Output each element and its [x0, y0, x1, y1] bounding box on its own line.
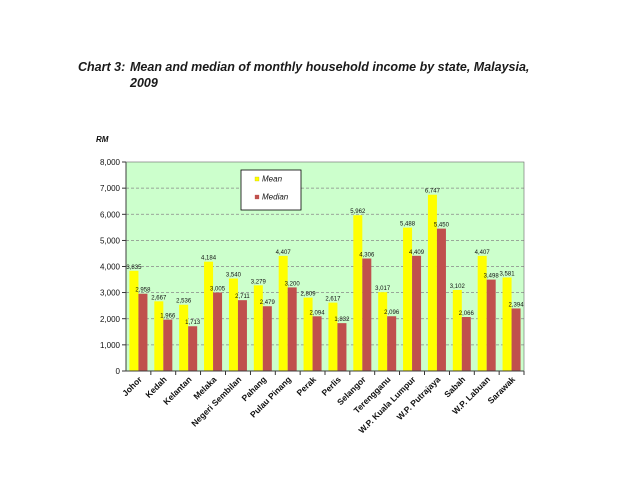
y-tick-label: 5,000 — [100, 236, 121, 245]
bar-mean — [378, 292, 388, 371]
bars — [129, 194, 521, 371]
bar-median — [461, 317, 471, 371]
data-label-median: 1,713 — [185, 320, 201, 326]
data-label-median: 3,498 — [484, 274, 500, 280]
legend-swatch-median — [254, 194, 260, 200]
legend-swatch-mean — [254, 176, 260, 182]
bar-median — [511, 308, 521, 371]
bar-median — [387, 316, 397, 371]
bar-mean — [253, 285, 263, 371]
y-tick-label: 0 — [116, 367, 121, 376]
bar-median — [312, 316, 322, 371]
bar-median — [262, 306, 272, 371]
x-tick-label: Sarawak — [486, 374, 518, 406]
bar-mean — [154, 301, 164, 371]
data-label-mean: 3,279 — [251, 279, 267, 285]
bar-median — [337, 323, 347, 371]
data-label-median: 1,832 — [334, 317, 350, 323]
y-tick-label: 6,000 — [100, 210, 121, 219]
bar-median — [287, 287, 297, 371]
data-label-median: 2,094 — [310, 310, 326, 316]
chart-number: Chart 3: — [78, 60, 126, 74]
data-label-mean: 3,581 — [500, 271, 516, 277]
data-label-median: 3,200 — [285, 281, 301, 287]
x-tick-label: W.P. Putrajaya — [395, 374, 443, 422]
data-label-mean: 5,962 — [350, 209, 366, 215]
legend-label-mean: Mean — [262, 175, 283, 184]
legend-label-median: Median — [262, 193, 289, 202]
bar-mean — [129, 270, 139, 371]
bar-median — [188, 326, 198, 371]
bar-mean — [328, 302, 338, 371]
bar-mean — [403, 227, 413, 371]
data-label-median: 2,394 — [509, 302, 525, 308]
y-tick-label: 3,000 — [100, 289, 121, 298]
data-label-mean: 3,835 — [126, 265, 142, 271]
y-tick-label: 4,000 — [100, 263, 121, 272]
data-label-median: 2,711 — [235, 294, 250, 300]
bar-mean — [477, 255, 487, 371]
data-label-mean: 3,540 — [226, 273, 242, 279]
y-tick-label: 7,000 — [100, 184, 121, 193]
bar-mean — [427, 194, 437, 371]
y-tick-label: 8,000 — [100, 158, 121, 167]
y-axis-ticks: 0 1,000 2,000 3,000 4,000 5,000 6,000 7,000 8,00… — [100, 158, 126, 376]
axes — [125, 161, 525, 372]
data-label-mean: 4,407 — [276, 250, 292, 256]
data-label-median: 5,450 — [434, 223, 450, 229]
chart-title: Chart 3: Mean and median of monthly house… — [78, 59, 529, 91]
bar-mean — [303, 297, 313, 371]
data-label-mean: 4,184 — [201, 256, 217, 262]
plot-border — [125, 161, 525, 372]
bar-mean — [278, 255, 288, 371]
bar-mean — [452, 289, 462, 371]
legend-box — [240, 169, 302, 211]
chart-title-line1: Mean and median of monthly household inc… — [130, 60, 530, 74]
bar-mean — [502, 277, 512, 371]
bar-mean — [353, 215, 363, 371]
chart-title-line2: 2009 — [130, 76, 158, 90]
data-label-median: 2,096 — [384, 310, 400, 316]
x-tick-label: Perak — [295, 374, 319, 398]
bar-median — [138, 293, 148, 371]
data-label-mean: 4,407 — [475, 250, 491, 256]
y-axis-label: RM — [96, 135, 109, 144]
data-label-mean: 2,809 — [301, 292, 317, 298]
data-label-mean: 2,667 — [151, 295, 167, 301]
data-label-mean: 3,102 — [450, 284, 466, 290]
bar-mean — [204, 261, 214, 371]
data-label-median: 2,958 — [135, 288, 151, 294]
bar-median — [362, 258, 372, 371]
data-label-mean: 6,747 — [425, 189, 441, 195]
bar-median — [163, 319, 173, 371]
data-label-median: 3,005 — [210, 286, 226, 292]
bar-median — [486, 279, 496, 371]
bar-mean — [179, 304, 189, 371]
data-label-mean: 2,617 — [325, 297, 341, 303]
legend: Mean Median — [240, 169, 302, 211]
data-label-median: 1,966 — [160, 314, 176, 320]
x-tick-label: Johor — [120, 374, 144, 398]
bar-mean — [228, 278, 238, 371]
data-label-median: 2,479 — [260, 300, 276, 306]
bar-median — [213, 292, 223, 371]
bar-median — [412, 255, 422, 371]
data-label-median: 2,066 — [459, 311, 475, 317]
data-label-median: 4,306 — [359, 253, 375, 259]
bar-median — [237, 300, 247, 371]
y-tick-label: 2,000 — [100, 315, 121, 324]
data-label-median: 4,409 — [409, 250, 425, 256]
data-label-mean: 3,017 — [375, 286, 391, 292]
data-label-mean: 5,488 — [400, 222, 416, 228]
bar-median — [436, 228, 446, 371]
data-label-mean: 2,536 — [176, 299, 192, 305]
y-tick-label: 1,000 — [100, 341, 121, 350]
